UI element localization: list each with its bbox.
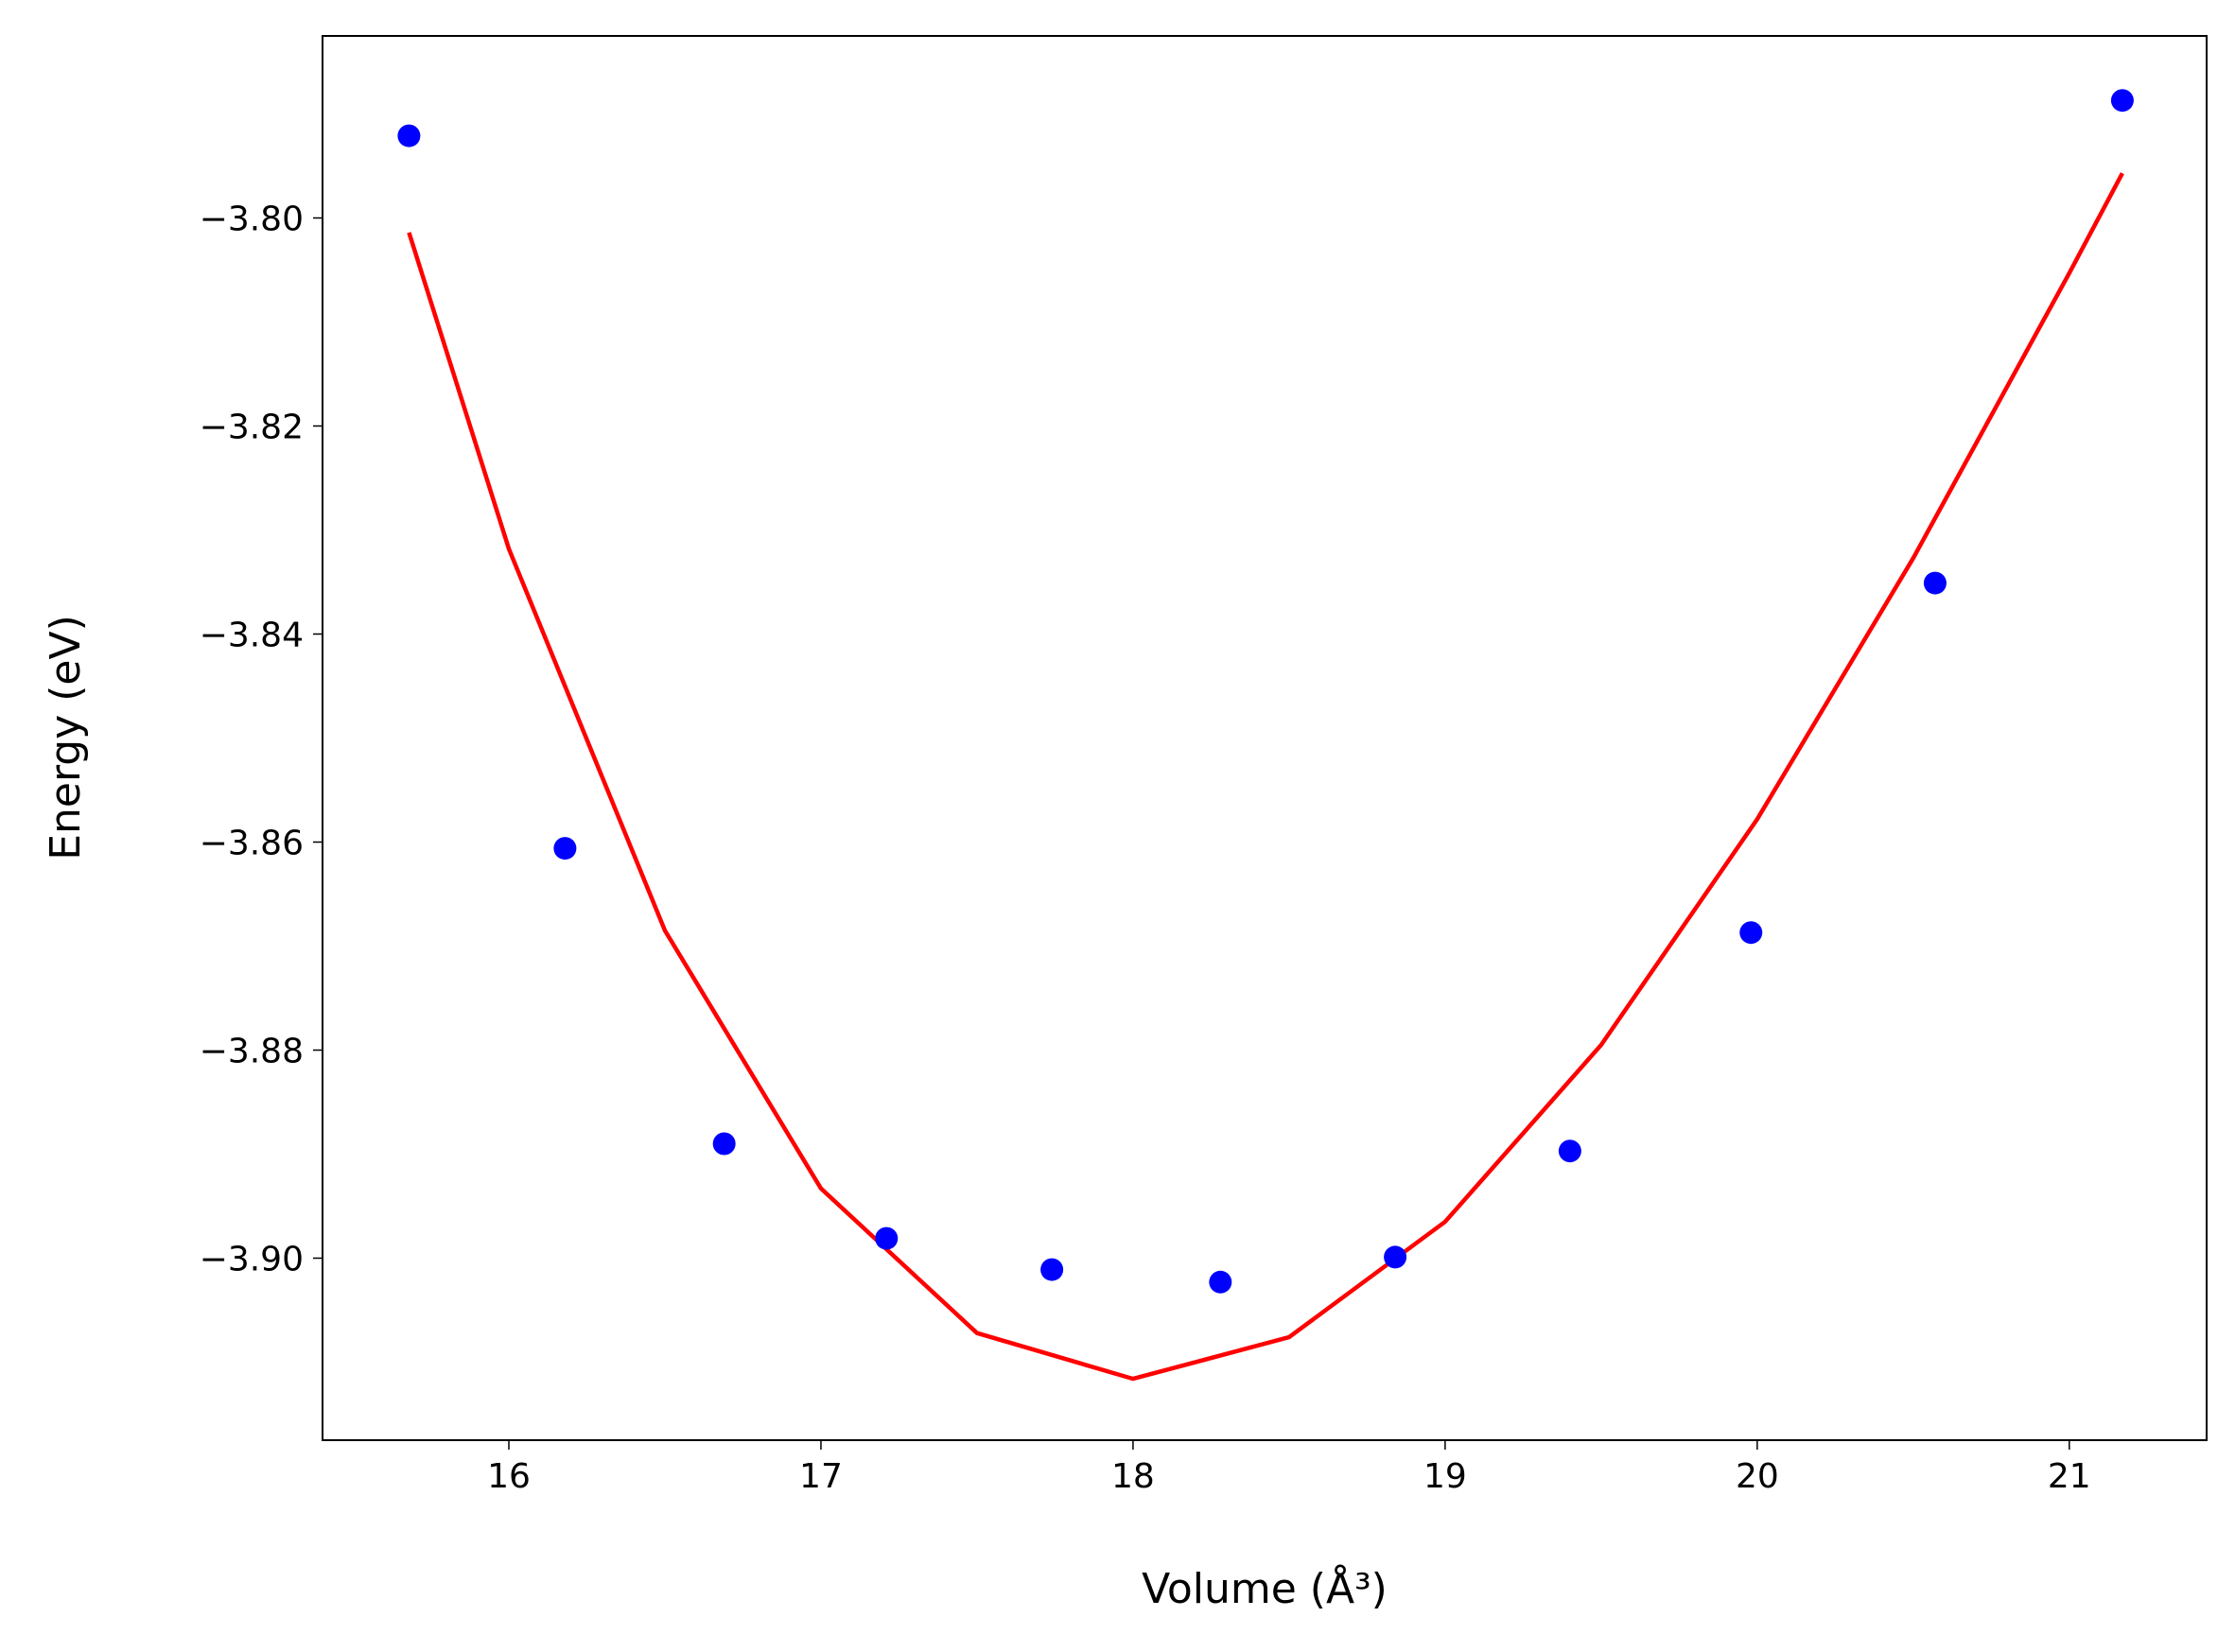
- data-point: [2110, 89, 2134, 113]
- y-tick-label: −3.86: [200, 825, 304, 863]
- x-tick-label: 18: [1111, 1457, 1155, 1496]
- data-point: [1923, 571, 1947, 595]
- x-axis-label: Volume (Å³): [1142, 1563, 1388, 1613]
- data-point: [1739, 921, 1763, 945]
- fit-curve: [407, 172, 2124, 1382]
- data-point: [1384, 1245, 1407, 1269]
- y-tick-label: −3.80: [200, 200, 304, 239]
- plot-frame: [322, 35, 2208, 1441]
- x-tick-label: 21: [2048, 1457, 2091, 1496]
- data-point: [1040, 1258, 1064, 1281]
- x-tick-label: 16: [487, 1457, 531, 1496]
- y-tick-label: −3.82: [200, 409, 304, 447]
- x-tick-label: 17: [799, 1457, 843, 1496]
- data-point: [553, 837, 577, 861]
- y-tick-label: −3.84: [200, 617, 304, 655]
- data-point: [397, 124, 421, 148]
- data-point: [1558, 1139, 1581, 1163]
- data-point: [875, 1226, 899, 1250]
- y-axis-label: Energy (eV): [42, 615, 90, 861]
- data-point: [712, 1132, 736, 1156]
- y-tick-label: −3.88: [200, 1033, 304, 1071]
- y-tick-label: −3.90: [200, 1241, 304, 1279]
- x-tick-label: 19: [1423, 1457, 1467, 1496]
- x-tick-label: 20: [1736, 1457, 1779, 1496]
- data-point: [1209, 1270, 1232, 1294]
